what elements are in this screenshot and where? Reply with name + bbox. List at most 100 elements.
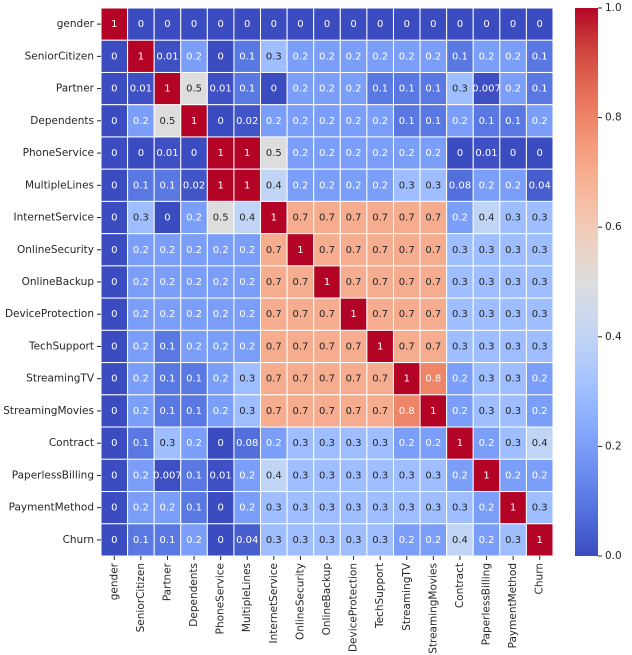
y-tick-label: Churn xyxy=(63,534,94,546)
heatmap-cell xyxy=(339,104,368,138)
cell-label: 0.7 xyxy=(346,277,362,288)
heatmap-cell xyxy=(525,362,554,396)
heatmap-cell xyxy=(286,362,315,396)
cell-label: 0.04 xyxy=(529,180,551,191)
heatmap-cell xyxy=(153,71,182,106)
cell-label: 0.3 xyxy=(425,180,441,191)
cell-label: 1 xyxy=(217,180,223,191)
heatmap-cell xyxy=(339,394,368,428)
cell-label: 1 xyxy=(430,406,436,417)
cell-label: 0.3 xyxy=(292,503,308,514)
cell-label: 0 xyxy=(537,148,543,159)
cell-label: 0.3 xyxy=(452,341,468,352)
heatmap-cell xyxy=(419,233,448,267)
cell-label: 0.1 xyxy=(133,438,149,449)
cell-label: 0.1 xyxy=(532,84,548,95)
x-tick-label: StreamingTV xyxy=(401,562,413,631)
cell-label: 0.01 xyxy=(210,84,232,95)
cell-label: 0.3 xyxy=(319,503,335,514)
cell-label: 0.2 xyxy=(532,374,548,385)
cell-label: 0.2 xyxy=(346,84,362,95)
heatmap-cell xyxy=(366,329,394,364)
cell-label: 0.7 xyxy=(319,374,335,385)
heatmap-cell xyxy=(499,426,527,460)
cell-label: 0.2 xyxy=(133,277,149,288)
heatmap-cell xyxy=(153,329,182,364)
heatmap-cell xyxy=(472,233,501,267)
heatmap-cell xyxy=(180,104,208,138)
heatmap-cell xyxy=(100,362,129,396)
cell-label: 0.2 xyxy=(425,535,441,546)
x-tick-label: OnlineSecurity xyxy=(294,563,306,640)
cell-label: 0.5 xyxy=(186,84,202,95)
colorbar-tick-label: 0.4 xyxy=(605,331,622,343)
cell-label: 0.7 xyxy=(399,245,415,256)
cell-label: 0 xyxy=(111,374,117,385)
cell-label: 0.1 xyxy=(133,180,149,191)
cell-label: 0.2 xyxy=(505,180,521,191)
heatmap-cell xyxy=(127,362,155,396)
cell-label: 0.3 xyxy=(532,309,548,320)
cell-label: 0.5 xyxy=(160,116,176,127)
heatmap-cell xyxy=(260,297,288,331)
cell-label: 0 xyxy=(350,19,356,30)
cell-label: 0 xyxy=(297,19,303,30)
cell-label: 0.5 xyxy=(266,148,282,159)
cell-label: 0.5 xyxy=(213,213,229,224)
heatmap-cell xyxy=(286,458,315,493)
cell-label: 0.1 xyxy=(186,406,202,417)
cell-label: 0.01 xyxy=(156,51,178,62)
cell-label: 0.2 xyxy=(372,148,388,159)
cell-label: 0 xyxy=(111,406,117,417)
heatmap-cell xyxy=(153,104,182,138)
heatmap-cell xyxy=(472,426,501,460)
heatmap-cell xyxy=(366,491,394,525)
cell-label: 0.7 xyxy=(372,213,388,224)
cell-label: 0.3 xyxy=(346,535,362,546)
heatmap-cell xyxy=(419,136,448,170)
y-tick-label: StreamingMovies xyxy=(3,405,94,417)
cell-label: 0.7 xyxy=(319,341,335,352)
cell-label: 1 xyxy=(244,148,250,159)
cell-label: 0.2 xyxy=(346,180,362,191)
cell-label: 0.2 xyxy=(425,51,441,62)
cell-label: 0.3 xyxy=(452,277,468,288)
heatmap-cell xyxy=(339,362,368,396)
heatmap-cell xyxy=(153,233,182,267)
cell-label: 0.2 xyxy=(133,116,149,127)
cell-label: 0.2 xyxy=(239,309,255,320)
cell-label: 0 xyxy=(430,19,436,30)
cell-label: 1 xyxy=(164,84,170,95)
cell-label: 0.2 xyxy=(213,309,229,320)
cell-label: 0 xyxy=(510,19,516,30)
cell-label: 1 xyxy=(324,277,330,288)
cell-label: 0.3 xyxy=(505,277,521,288)
heatmap-cell xyxy=(206,491,235,525)
cell-label: 0.007 xyxy=(153,470,182,481)
cell-label: 0.1 xyxy=(160,180,176,191)
cell-label: 0.1 xyxy=(505,116,521,127)
cell-label: 0.2 xyxy=(133,406,149,417)
cell-label: 0.3 xyxy=(532,277,548,288)
cell-label: 0 xyxy=(111,535,117,546)
heatmap-cell xyxy=(233,362,262,396)
cell-label: 0 xyxy=(111,277,117,288)
heatmap-cell xyxy=(153,265,182,299)
heatmap-cell xyxy=(153,523,182,557)
heatmap-cell xyxy=(525,104,554,138)
heatmap-cell xyxy=(313,233,341,267)
cell-label: 0.1 xyxy=(399,84,415,95)
cell-label: 1 xyxy=(350,309,356,320)
heatmap-cell xyxy=(339,523,368,557)
heatmap-cell xyxy=(286,7,315,41)
cell-label: 0.7 xyxy=(292,341,308,352)
heatmap-cell xyxy=(180,394,208,428)
heatmap-cell xyxy=(472,71,501,106)
cell-label: 0 xyxy=(537,19,543,30)
x-tick-label: InternetService xyxy=(268,563,280,644)
cell-label: 0.2 xyxy=(319,180,335,191)
cell-label: 0.3 xyxy=(372,438,388,449)
cell-label: 0.1 xyxy=(452,51,468,62)
heatmap-cell xyxy=(446,458,474,493)
heatmap-cell xyxy=(313,426,341,460)
